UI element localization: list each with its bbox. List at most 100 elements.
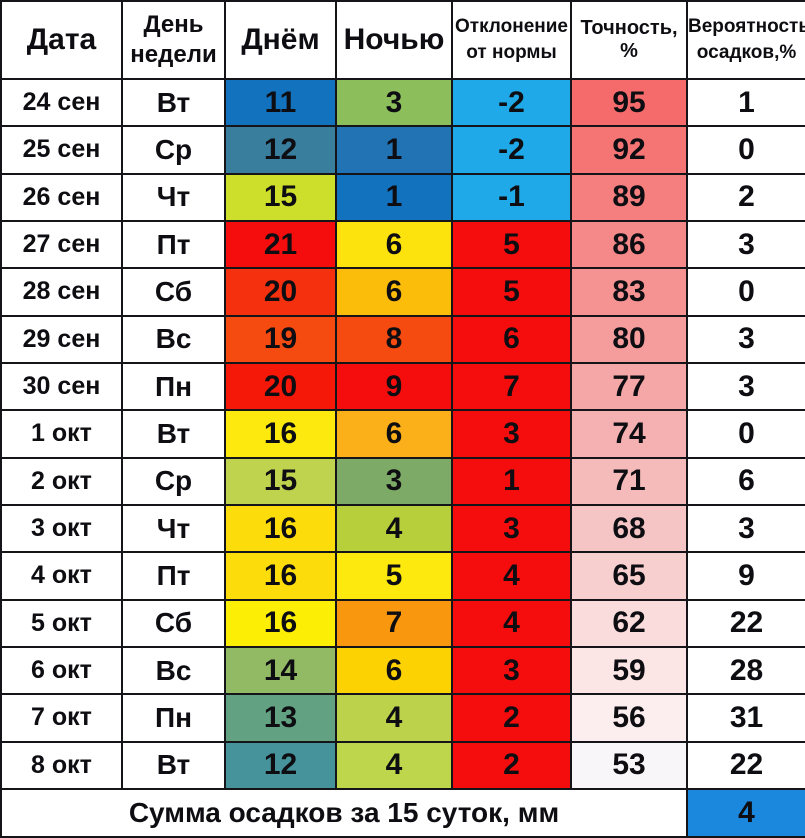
night-temp-cell: 9 [335,361,453,412]
header-night-temp: Ночью [335,0,453,80]
accuracy-cell: 95 [570,77,688,128]
precip-prob-cell: 3 [686,219,805,270]
table-header: Дата День недели Днём Ночью Отклонение о… [0,0,805,80]
precip-prob-cell: 3 [686,361,805,412]
table-row: 2 окт Ср 15 3 1 71 6 [0,456,805,506]
day-of-week-cell: Ср [121,456,226,506]
deviation-cell: 3 [451,503,572,554]
accuracy-cell: 56 [570,693,688,743]
precip-prob-cell: 0 [686,409,805,459]
day-temp-cell: 12 [224,125,337,175]
table-row: 7 окт Пн 13 4 2 56 31 [0,693,805,743]
table-footer: Сумма осадков за 15 суток, мм 4 [0,788,805,838]
day-of-week-cell: Вс [121,645,226,696]
precip-sum-label: Сумма осадков за 15 суток, мм [0,788,688,838]
accuracy-cell: 68 [570,503,688,554]
precip-prob-cell: 6 [686,456,805,506]
date-cell: 25 сен [0,125,123,175]
precip-prob-cell: 31 [686,693,805,743]
accuracy-cell: 77 [570,361,688,412]
deviation-cell: 5 [451,219,572,270]
night-temp-cell: 4 [335,503,453,554]
day-of-week-cell: Вт [121,740,226,791]
date-cell: 5 окт [0,598,123,648]
night-temp-cell: 3 [335,456,453,506]
accuracy-cell: 80 [570,314,688,364]
accuracy-cell: 62 [570,598,688,648]
day-of-week-cell: Чт [121,172,226,222]
header-day-of-week: День недели [121,0,226,80]
accuracy-cell: 65 [570,551,688,601]
day-temp-cell: 15 [224,456,337,506]
accuracy-cell: 89 [570,172,688,222]
table-row: 1 окт Вт 16 6 3 74 0 [0,409,805,459]
date-cell: 29 сен [0,314,123,364]
deviation-cell: 6 [451,314,572,364]
precip-prob-cell: 9 [686,551,805,601]
accuracy-cell: 86 [570,219,688,270]
date-cell: 6 окт [0,645,123,696]
night-temp-cell: 5 [335,551,453,601]
header-accuracy: Точность, % [570,0,688,80]
day-of-week-cell: Сб [121,598,226,648]
table-row: 6 окт Вс 14 6 3 59 28 [0,645,805,696]
accuracy-cell: 71 [570,456,688,506]
precip-prob-cell: 0 [686,125,805,175]
night-temp-cell: 4 [335,693,453,743]
precip-prob-cell: 3 [686,503,805,554]
day-of-week-cell: Вс [121,314,226,364]
day-temp-cell: 11 [224,77,337,128]
precip-prob-cell: 3 [686,314,805,364]
precip-prob-cell: 28 [686,645,805,696]
date-cell: 28 сен [0,267,123,317]
table-row: 3 окт Чт 16 4 3 68 3 [0,503,805,554]
date-cell: 26 сен [0,172,123,222]
deviation-cell: 3 [451,645,572,696]
forecast-table-body: 24 сен Вт 11 3 -2 95 1 25 сен Ср 12 1 -2 92 0 26 сен Чт… [0,77,805,791]
table-row: 5 окт Сб 16 7 4 62 22 [0,598,805,648]
accuracy-cell: 53 [570,740,688,791]
deviation-cell: -2 [451,125,572,175]
night-temp-cell: 6 [335,219,453,270]
header-day-temp: Днём [224,0,337,80]
date-cell: 4 окт [0,551,123,601]
night-temp-cell: 6 [335,267,453,317]
accuracy-cell: 59 [570,645,688,696]
day-of-week-cell: Вт [121,77,226,128]
deviation-cell: 7 [451,361,572,412]
day-of-week-cell: Пн [121,693,226,743]
night-temp-cell: 6 [335,645,453,696]
day-temp-cell: 16 [224,409,337,459]
day-temp-cell: 15 [224,172,337,222]
day-temp-cell: 20 [224,361,337,412]
date-cell: 24 сен [0,77,123,128]
accuracy-cell: 74 [570,409,688,459]
precip-prob-cell: 2 [686,172,805,222]
table-row: 4 окт Пт 16 5 4 65 9 [0,551,805,601]
accuracy-cell: 83 [570,267,688,317]
header-row: Дата День недели Днём Ночью Отклонение о… [0,0,805,80]
deviation-cell: 4 [451,598,572,648]
deviation-cell: 3 [451,409,572,459]
footer-row: Сумма осадков за 15 суток, мм 4 [0,788,805,838]
day-of-week-cell: Пт [121,551,226,601]
header-precip-probability: Вероятность осадков,% [686,0,805,80]
night-temp-cell: 6 [335,409,453,459]
precip-prob-cell: 1 [686,77,805,128]
table-row: 30 сен Пн 20 9 7 77 3 [0,361,805,412]
night-temp-cell: 4 [335,740,453,791]
date-cell: 3 окт [0,503,123,554]
night-temp-cell: 3 [335,77,453,128]
day-temp-cell: 16 [224,551,337,601]
day-temp-cell: 13 [224,693,337,743]
header-deviation: Отклонение от нормы [451,0,572,80]
table-row: 29 сен Вс 19 8 6 80 3 [0,314,805,364]
day-temp-cell: 20 [224,267,337,317]
deviation-cell: 2 [451,693,572,743]
table-row: 26 сен Чт 15 1 -1 89 2 [0,172,805,222]
day-of-week-cell: Пн [121,361,226,412]
day-of-week-cell: Вт [121,409,226,459]
date-cell: 2 окт [0,456,123,506]
day-of-week-cell: Сб [121,267,226,317]
day-temp-cell: 19 [224,314,337,364]
